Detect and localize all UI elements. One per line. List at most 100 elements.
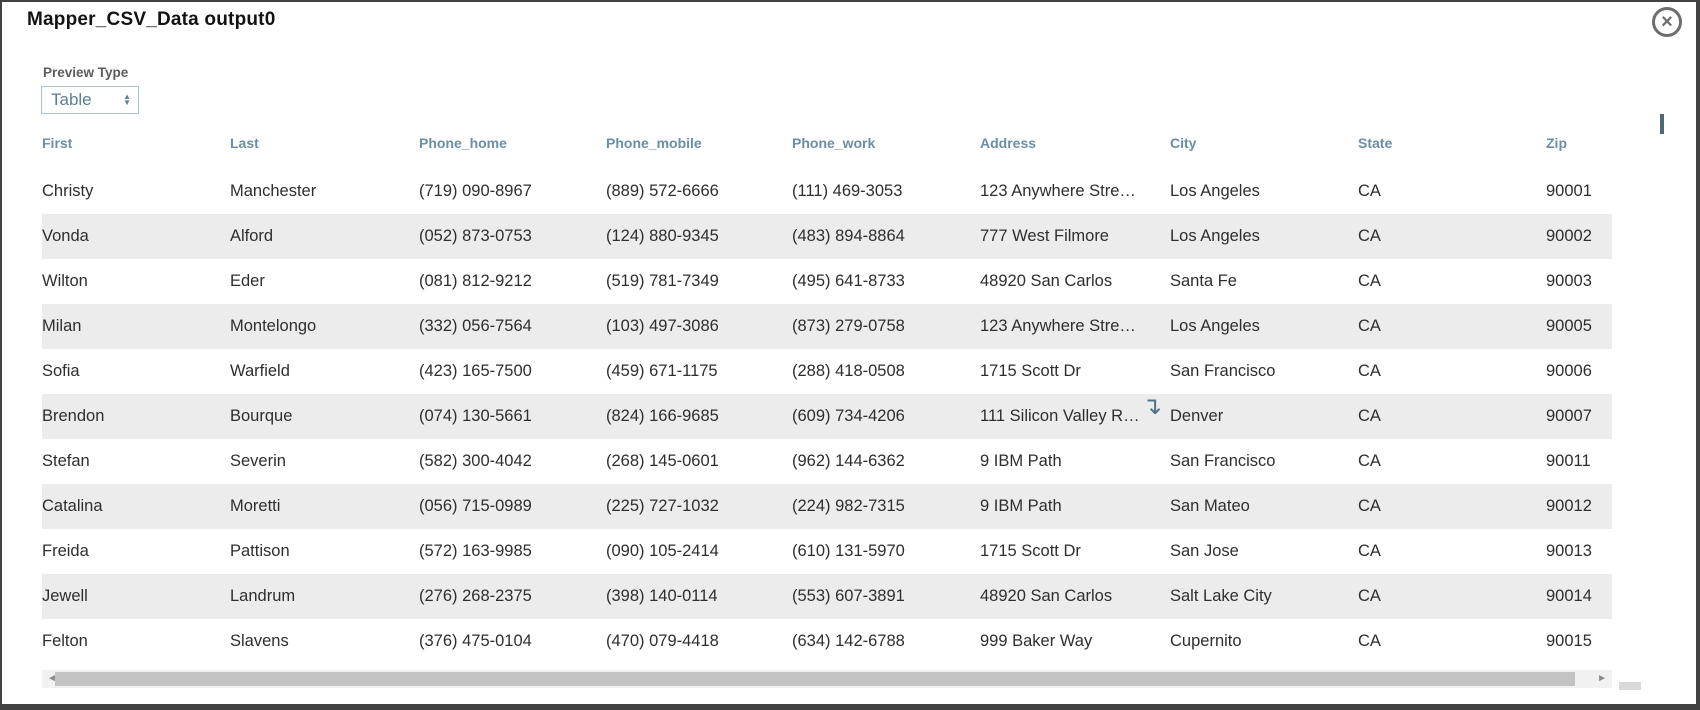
scroll-down-icon[interactable]: ↴	[1142, 393, 1163, 420]
table-cell: Severin	[230, 452, 286, 470]
table-cell: 90005	[1546, 317, 1592, 335]
table-cell: CA	[1358, 362, 1381, 380]
table-cell: San Francisco	[1170, 452, 1276, 470]
table-row: Felton Slavens (376) 475-0104 (470) 079-441…	[42, 619, 1612, 664]
vertical-scrollbar-thumb[interactable]	[1660, 114, 1664, 134]
table-row: Catalina Moretti (056) 715-0989 (225) 727-1…	[42, 484, 1612, 529]
table-cell: Bourque	[230, 407, 293, 425]
table-cell: San Mateo	[1170, 497, 1250, 515]
horizontal-scrollbar[interactable]: ◄ ►	[42, 670, 1612, 688]
table-cell: 9 IBM Path	[980, 452, 1062, 470]
table-row: Vonda Alford (052) 873-0753 (124) 880-9345 (…	[42, 214, 1612, 259]
table-cell: Los Angeles	[1170, 317, 1260, 335]
spinner-down-icon: ▼	[123, 98, 131, 107]
table-cell: (288) 418-0508	[792, 362, 905, 380]
table-cell: (634) 142-6788	[792, 632, 905, 650]
table-cell: 111 Silicon Valley R…	[980, 407, 1140, 425]
table-cell: Catalina	[42, 497, 103, 515]
table-cell: 90012	[1546, 497, 1592, 515]
table-cell: Stefan	[42, 452, 90, 470]
table-cell: 48920 San Carlos	[980, 587, 1113, 605]
table-row: Stefan Severin (582) 300-4042 (268) 145-060…	[42, 439, 1612, 484]
table-row: Brendon Bourque (074) 130-5661 (824) 166-96…	[42, 394, 1612, 439]
table-cell: (225) 727-1032	[606, 497, 719, 515]
table-cell: Cupernito	[1170, 632, 1242, 650]
table-cell: CA	[1358, 587, 1381, 605]
table-cell: 1715 Scott Dr	[980, 362, 1081, 380]
table-cell: Freida	[42, 542, 89, 560]
table-cell: Montelongo	[230, 317, 317, 335]
table-cell: San Francisco	[1170, 362, 1276, 380]
table-row: Christy Manchester (719) 090-8967 (889) 572…	[42, 169, 1612, 214]
table-cell: (610) 131-5970	[792, 542, 905, 560]
table-cell: (553) 607-3891	[792, 587, 905, 605]
preview-type-select[interactable]: Table ▲ ▼	[41, 86, 139, 114]
table-cell: (056) 715-0989	[419, 497, 532, 515]
table-cell: CA	[1358, 542, 1381, 560]
table-cell: 90007	[1546, 407, 1592, 425]
column-header: Phone_home	[419, 135, 507, 151]
table-cell: 90011	[1546, 452, 1591, 470]
table-cell: CA	[1358, 272, 1381, 290]
table-cell: 90002	[1546, 227, 1592, 245]
table-cell: (103) 497-3086	[606, 317, 719, 335]
table-cell: Santa Fe	[1170, 272, 1237, 290]
data-table: First Last Phone_home Phone_mobile Phone_wor…	[42, 132, 1612, 664]
table-cell: 123 Anywhere Stre…	[980, 182, 1136, 200]
table-cell: Brendon	[42, 407, 105, 425]
table-cell: 90006	[1546, 362, 1592, 380]
table-cell: Salt Lake City	[1170, 587, 1272, 605]
table-cell: (889) 572-6666	[606, 182, 719, 200]
spinner-up-icon: ▲	[123, 92, 131, 101]
table-cell: 1715 Scott Dr	[980, 542, 1081, 560]
table-cell: (268) 145-0601	[606, 452, 719, 470]
column-header: Phone_mobile	[606, 135, 702, 151]
preview-type-label: Preview Type	[43, 65, 129, 80]
table-cell: (873) 279-0758	[792, 317, 905, 335]
table-row: Milan Montelongo (332) 056-7564 (103) 497-3…	[42, 304, 1612, 349]
table-cell: (276) 268-2375	[419, 587, 532, 605]
close-button[interactable]: ×	[1652, 7, 1682, 37]
table-cell: (519) 781-7349	[606, 272, 719, 290]
column-header: City	[1170, 135, 1197, 151]
table-cell: (376) 475-0104	[419, 632, 532, 650]
table-cell: CA	[1358, 632, 1381, 650]
table-row: Jewell Landrum (276) 268-2375 (398) 140-011…	[42, 574, 1612, 619]
table-cell: (090) 105-2414	[606, 542, 719, 560]
table-cell: CA	[1358, 182, 1381, 200]
table-cell: (332) 056-7564	[419, 317, 532, 335]
select-spinner-icon: ▲ ▼	[123, 92, 131, 107]
table-cell: Felton	[42, 632, 88, 650]
scrollbar-right-arrow-icon[interactable]: ►	[1597, 673, 1607, 684]
table-cell: (052) 873-0753	[419, 227, 532, 245]
table-cell: (423) 165-7500	[419, 362, 532, 380]
column-header: State	[1358, 135, 1393, 151]
modal-title: Mapper_CSV_Data output0	[27, 9, 276, 30]
table-cell: (124) 880-9345	[606, 227, 719, 245]
table-cell: 90015	[1546, 632, 1592, 650]
table-cell: Milan	[42, 317, 82, 335]
table-cell: 90003	[1546, 272, 1592, 290]
scrollbar-left-arrow-icon[interactable]: ◄	[47, 673, 57, 684]
table-cell: Wilton	[42, 272, 88, 290]
table-cell: Alford	[230, 227, 274, 245]
table-cell: (081) 812-9212	[419, 272, 532, 290]
table-cell: (398) 140-0114	[606, 587, 718, 605]
table-header-row: First Last Phone_home Phone_mobile Phone_wor…	[42, 132, 1612, 169]
table-cell: (572) 163-9985	[419, 542, 532, 560]
table-cell: Manchester	[230, 182, 317, 200]
table-cell: CA	[1358, 227, 1381, 245]
table-cell: 9 IBM Path	[980, 497, 1062, 515]
table-cell: Vonda	[42, 227, 89, 245]
table-cell: 123 Anywhere Stre…	[980, 317, 1136, 335]
table-cell: (582) 300-4042	[419, 452, 532, 470]
horizontal-scrollbar-thumb[interactable]	[55, 672, 1575, 686]
table-cell: CA	[1358, 407, 1381, 425]
column-header: Address	[980, 135, 1037, 151]
table-cell: (719) 090-8967	[419, 182, 532, 200]
table-row: Sofia Warfield (423) 165-7500 (459) 671-117…	[42, 349, 1612, 394]
table-cell: Christy	[42, 182, 94, 200]
table-cell: (495) 641-8733	[792, 272, 905, 290]
column-header: Zip	[1546, 135, 1567, 151]
table-cell: 90014	[1546, 587, 1592, 605]
